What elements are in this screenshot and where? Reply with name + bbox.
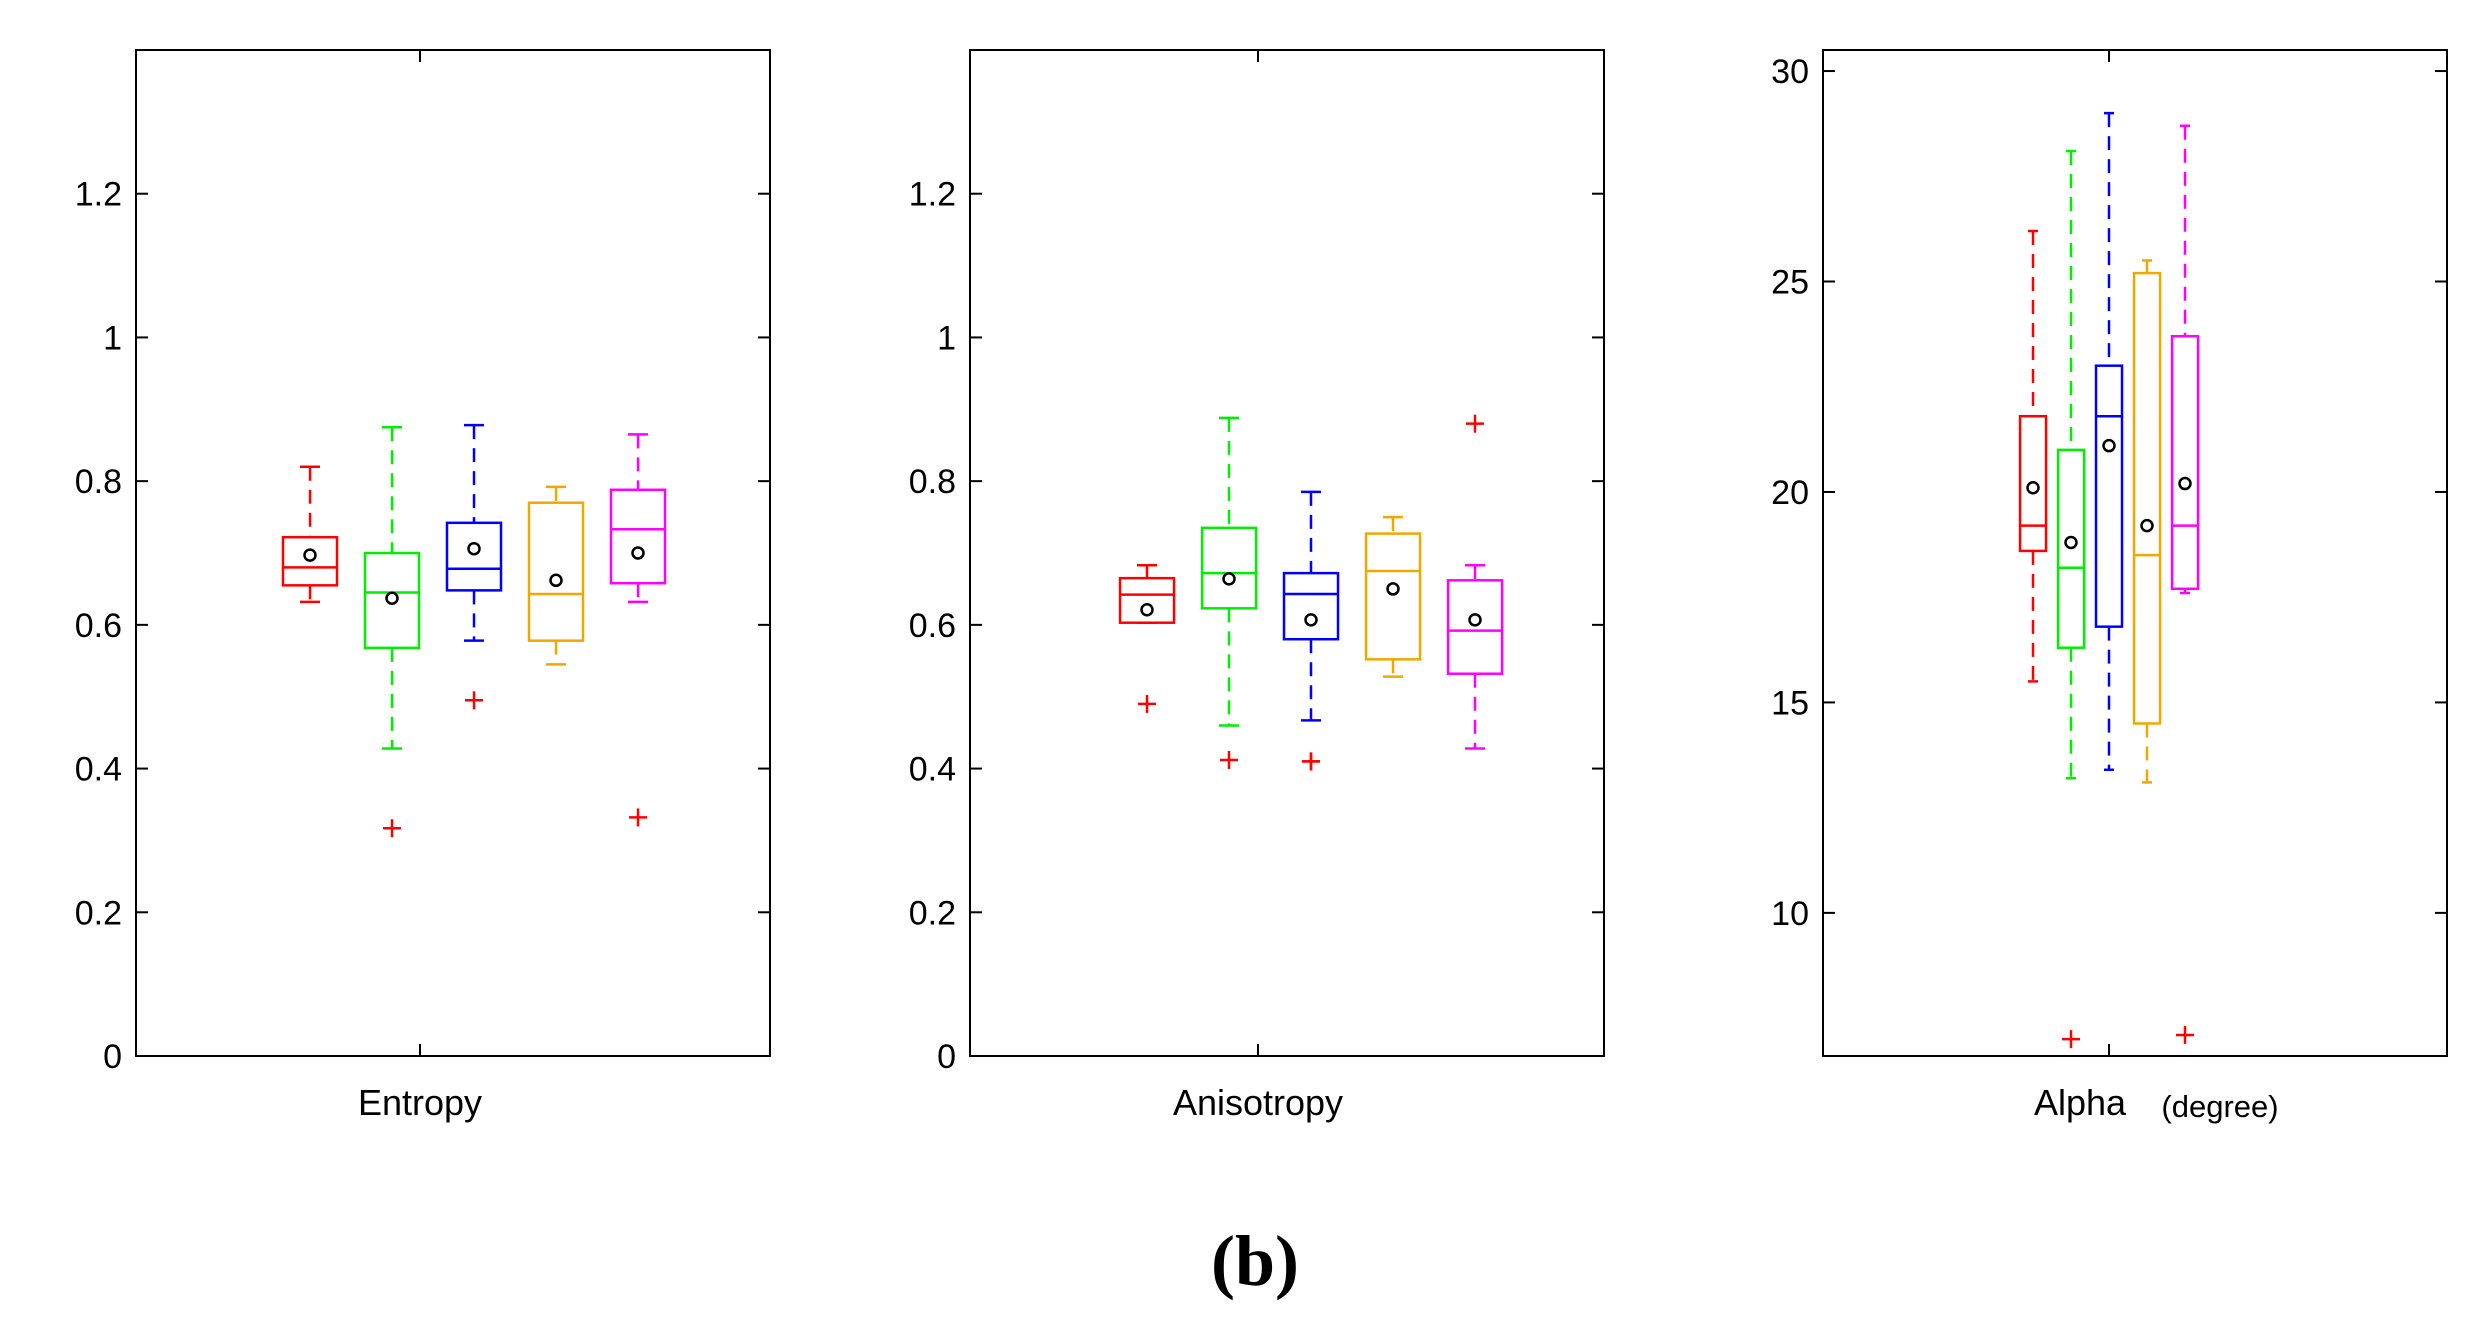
box [2056, 448, 2086, 649]
mean-marker [2102, 438, 2116, 453]
anisotropy-chart: 0 0.2 0.4 0.6 0.8 1 1.2 Anisotropy [909, 49, 1605, 1123]
box [2132, 271, 2162, 725]
box-series-5 [1446, 414, 1504, 750]
y-tick-label: 0.4 [75, 751, 122, 789]
axes-frame [969, 49, 1605, 1057]
y-tick-label: 10 [1771, 895, 1809, 933]
box [1282, 571, 1340, 641]
x-axis-unit: (degree) [2161, 1089, 2278, 1124]
y-tick-label: 0.6 [909, 607, 956, 645]
mean-marker [1304, 613, 1318, 627]
box-series-4 [1364, 515, 1422, 678]
mean-marker [631, 546, 645, 560]
box [363, 551, 421, 650]
y-tick-label: 1 [103, 319, 122, 357]
y-tick-label: 0.2 [75, 894, 122, 932]
mean-marker [1468, 613, 1482, 627]
y-tick-label: 1 [937, 319, 956, 357]
y-tick-label: 1.2 [909, 176, 956, 214]
mean-marker [1140, 603, 1154, 617]
box [1446, 579, 1504, 675]
box [1364, 532, 1422, 661]
axes-frame [1822, 49, 2448, 1057]
y-tick-label: 15 [1771, 684, 1809, 722]
mean-marker [385, 591, 399, 606]
y-tick-label: 30 [1771, 53, 1809, 91]
mean-marker [1222, 572, 1236, 586]
mean-marker [467, 541, 481, 556]
box-series-5 [609, 433, 667, 827]
outlier-marker [2176, 1025, 2194, 1044]
x-axis-label: Anisotropy [1173, 1082, 1343, 1123]
box-series-2 [1200, 416, 1258, 769]
box-series-3 [445, 423, 503, 710]
outlier-marker [1138, 694, 1156, 713]
outlier-marker [383, 819, 401, 838]
box-series-5 [2170, 124, 2200, 1044]
box [609, 488, 667, 585]
y-tick-label: 0 [103, 1038, 122, 1076]
box [2170, 334, 2200, 591]
box [2094, 364, 2124, 628]
box-series-2 [363, 426, 421, 838]
y-tick-label: 0.2 [909, 894, 956, 932]
box-series-1 [1118, 563, 1176, 713]
x-axis-label: Alpha [2034, 1082, 2127, 1123]
box-series-2 [2056, 149, 2086, 1049]
y-tick-label: 20 [1771, 474, 1809, 512]
axes-frame [135, 49, 771, 1057]
outlier-marker [1302, 752, 1320, 771]
box-series-4 [527, 485, 585, 666]
box-series-1 [281, 465, 339, 604]
alpha-chart: 10 15 20 25 30 Alpha (degree) [1771, 49, 2448, 1124]
outlier-marker [1220, 750, 1238, 769]
outlier-marker [465, 691, 483, 710]
box [2018, 414, 2048, 553]
y-tick-label: 0.8 [909, 463, 956, 501]
box [527, 501, 585, 642]
mean-marker [549, 573, 563, 588]
entropy-chart: 0 0.2 0.4 0.6 0.8 1 1.2 Entropy [75, 49, 771, 1123]
mean-marker [2064, 535, 2078, 550]
mean-marker [1386, 582, 1400, 596]
mean-marker [2178, 476, 2192, 491]
box-series-3 [2094, 111, 2124, 772]
y-tick-label: 0.6 [75, 607, 122, 645]
y-tick-label: 25 [1771, 264, 1809, 302]
y-tick-label: 1.2 [75, 176, 122, 214]
outlier-marker [1466, 414, 1484, 433]
box [281, 535, 339, 587]
box-series-3 [1282, 490, 1340, 771]
mean-marker [303, 548, 317, 562]
mean-marker [2026, 481, 2040, 495]
box [445, 521, 503, 592]
outlier-marker [2062, 1030, 2080, 1049]
box [1118, 576, 1176, 624]
x-axis-label: Entropy [358, 1082, 482, 1123]
box-series-4 [2132, 259, 2162, 784]
box [1200, 526, 1258, 610]
box-series-1 [2018, 229, 2048, 683]
figure-caption: (b) [1211, 1221, 1299, 1301]
y-tick-label: 0 [937, 1038, 956, 1076]
mean-marker [2140, 518, 2154, 533]
y-tick-label: 0.8 [75, 463, 122, 501]
y-tick-label: 0.4 [909, 751, 956, 789]
outlier-marker [629, 808, 647, 827]
